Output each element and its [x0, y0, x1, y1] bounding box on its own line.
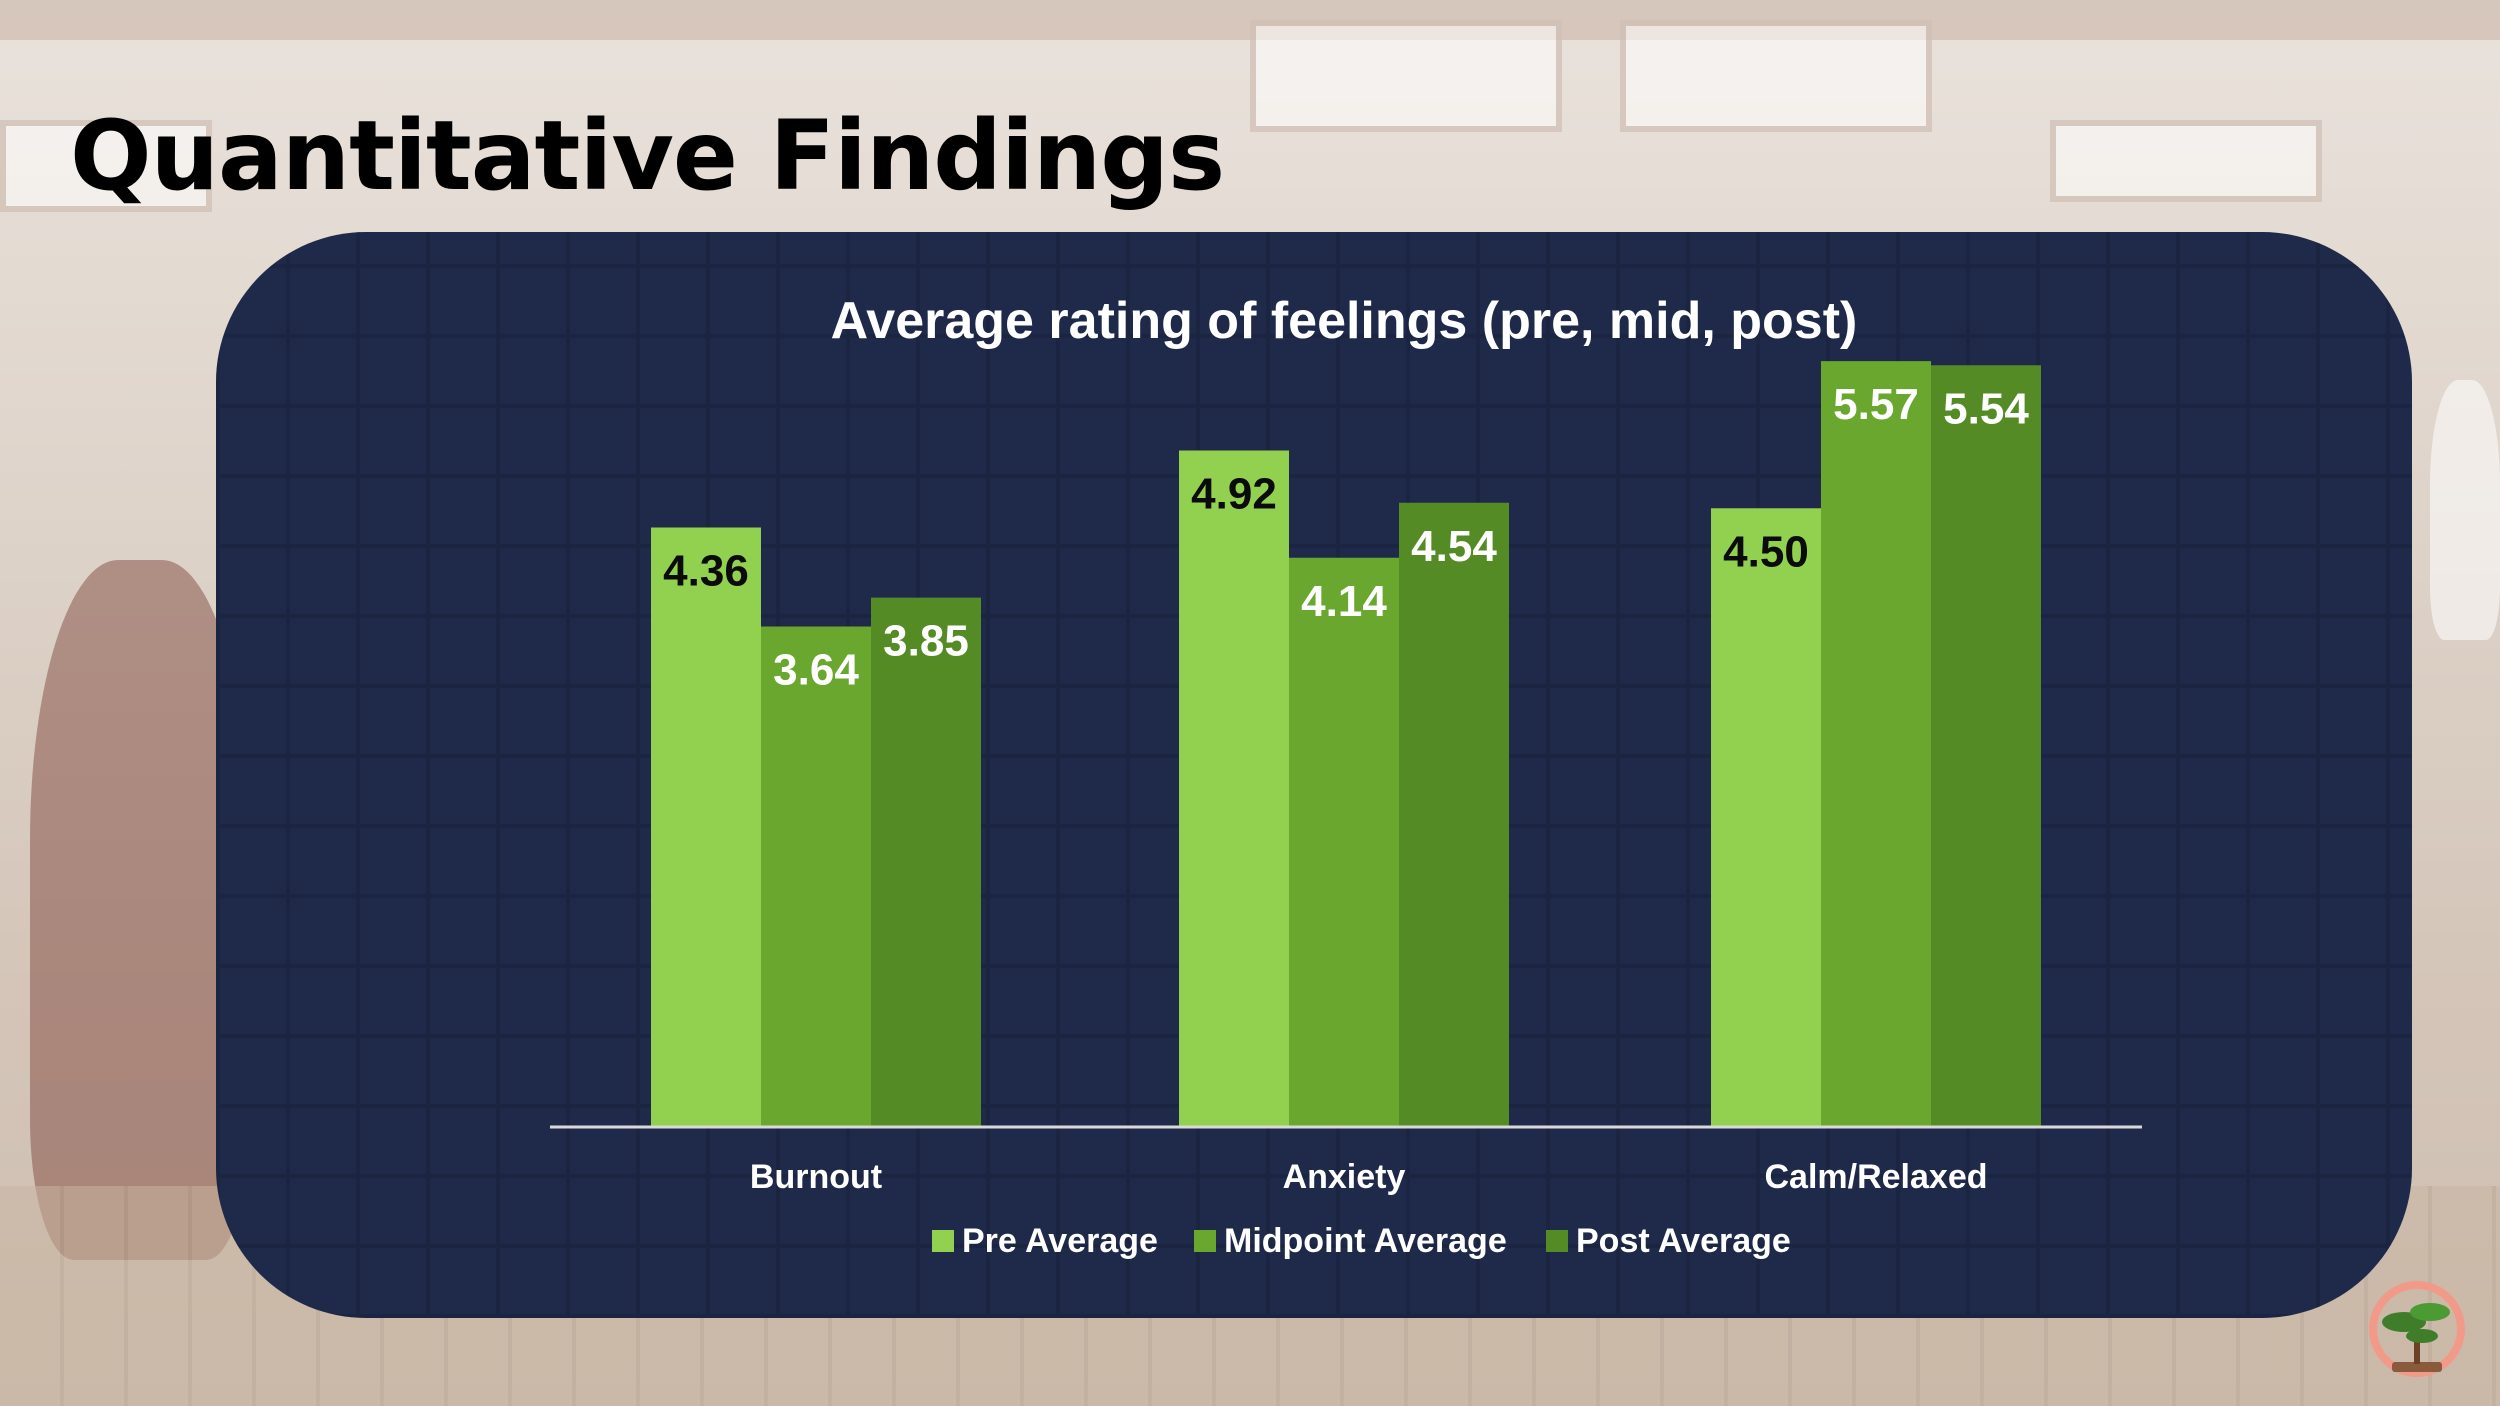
data-label: 4.92	[1191, 470, 1277, 519]
bar-burnout-post-average	[871, 597, 981, 1127]
chart-title: Average rating of feelings (pre, mid, po…	[831, 292, 1858, 350]
legend-label: Midpoint Average	[1224, 1222, 1507, 1260]
data-label: 4.14	[1301, 577, 1387, 626]
bars-group: 4.36 3.64 3.85 4.92 4.14 4.54 4.50 5.57 5.54	[651, 361, 2041, 1127]
legend-swatch	[932, 1230, 954, 1252]
bar-calm-relaxed-midpoint-average	[1821, 361, 1931, 1127]
category-label: Burnout	[750, 1158, 882, 1196]
legend-swatch	[1194, 1230, 1216, 1252]
category-labels: Burnout Anxiety Calm/Relaxed	[750, 1158, 1988, 1196]
bar-anxiety-midpoint-average	[1289, 557, 1399, 1127]
bar-burnout-pre-average	[651, 527, 761, 1127]
data-label: 4.50	[1723, 527, 1809, 576]
bar-calm-relaxed-post-average	[1931, 365, 2041, 1127]
legend-label: Pre Average	[962, 1222, 1158, 1260]
data-label: 3.85	[883, 617, 969, 666]
data-label: 5.54	[1943, 384, 2029, 433]
data-label: 4.54	[1411, 522, 1497, 571]
legend: Pre Average Midpoint Average Post Average	[932, 1222, 1791, 1260]
data-label: 5.57	[1833, 380, 1919, 429]
bonsai-logo-icon	[2369, 1281, 2465, 1377]
category-label: Calm/Relaxed	[1765, 1158, 1988, 1196]
legend-label: Post Average	[1576, 1222, 1791, 1260]
bar-calm-relaxed-pre-average	[1711, 508, 1821, 1127]
legend-swatch	[1546, 1230, 1568, 1252]
category-label: Anxiety	[1283, 1158, 1406, 1196]
bar-anxiety-post-average	[1399, 502, 1509, 1127]
slide-title: Quantitative Findings	[70, 100, 1225, 212]
bar-burnout-midpoint-average	[761, 626, 871, 1127]
data-label: 3.64	[773, 646, 859, 695]
data-label: 4.36	[663, 547, 749, 596]
bar-anxiety-pre-average	[1179, 450, 1289, 1127]
chart-panel: Average rating of feelings (pre, mid, po…	[216, 232, 2412, 1318]
bar-chart: Average rating of feelings (pre, mid, po…	[550, 292, 2142, 1260]
